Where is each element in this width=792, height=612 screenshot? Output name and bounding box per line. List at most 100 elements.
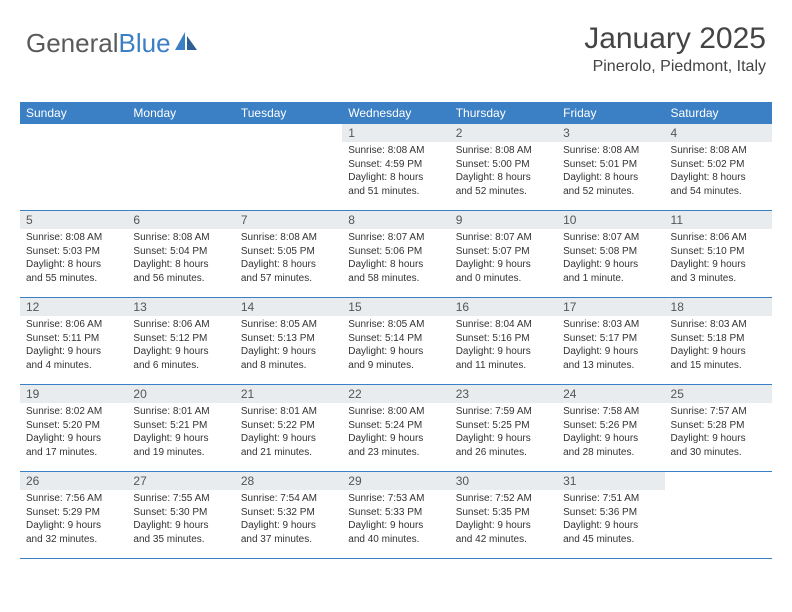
- sunrise-text: Sunrise: 8:01 AM: [133, 405, 228, 419]
- sunset-text: Sunset: 5:17 PM: [563, 332, 658, 346]
- daylight1-text: Daylight: 8 hours: [26, 258, 121, 272]
- calendar-cell: 20Sunrise: 8:01 AMSunset: 5:21 PMDayligh…: [127, 385, 234, 471]
- daylight1-text: Daylight: 9 hours: [241, 519, 336, 533]
- daylight1-text: Daylight: 9 hours: [26, 432, 121, 446]
- cell-body: Sunrise: 8:05 AMSunset: 5:13 PMDaylight:…: [235, 316, 342, 376]
- day-number: [235, 124, 342, 142]
- calendar-cell: 10Sunrise: 8:07 AMSunset: 5:08 PMDayligh…: [557, 211, 664, 297]
- week-row: 5Sunrise: 8:08 AMSunset: 5:03 PMDaylight…: [20, 211, 772, 298]
- daylight1-text: Daylight: 8 hours: [133, 258, 228, 272]
- week-row: 19Sunrise: 8:02 AMSunset: 5:20 PMDayligh…: [20, 385, 772, 472]
- sunrise-text: Sunrise: 7:58 AM: [563, 405, 658, 419]
- sunrise-text: Sunrise: 8:04 AM: [456, 318, 551, 332]
- page-header: January 2025 Pinerolo, Piedmont, Italy: [584, 22, 766, 76]
- sunset-text: Sunset: 5:05 PM: [241, 245, 336, 259]
- sunset-text: Sunset: 5:35 PM: [456, 506, 551, 520]
- calendar-cell: 21Sunrise: 8:01 AMSunset: 5:22 PMDayligh…: [235, 385, 342, 471]
- daylight2-text: and 6 minutes.: [133, 359, 228, 373]
- daylight2-text: and 17 minutes.: [26, 446, 121, 460]
- sunset-text: Sunset: 5:07 PM: [456, 245, 551, 259]
- daylight1-text: Daylight: 8 hours: [348, 258, 443, 272]
- daylight2-text: and 26 minutes.: [456, 446, 551, 460]
- daylight2-text: and 28 minutes.: [563, 446, 658, 460]
- day-number: 1: [342, 124, 449, 142]
- day-number: 3: [557, 124, 664, 142]
- daylight1-text: Daylight: 8 hours: [671, 171, 766, 185]
- sunrise-text: Sunrise: 7:57 AM: [671, 405, 766, 419]
- daylight1-text: Daylight: 9 hours: [348, 519, 443, 533]
- sunset-text: Sunset: 5:06 PM: [348, 245, 443, 259]
- cell-body: Sunrise: 8:08 AMSunset: 4:59 PMDaylight:…: [342, 142, 449, 202]
- day-number: 28: [235, 472, 342, 490]
- daylight1-text: Daylight: 9 hours: [133, 345, 228, 359]
- sunrise-text: Sunrise: 8:00 AM: [348, 405, 443, 419]
- calendar-cell: 31Sunrise: 7:51 AMSunset: 5:36 PMDayligh…: [557, 472, 664, 558]
- week-row: 1Sunrise: 8:08 AMSunset: 4:59 PMDaylight…: [20, 124, 772, 211]
- sunset-text: Sunset: 5:33 PM: [348, 506, 443, 520]
- day-number: 9: [450, 211, 557, 229]
- daylight1-text: Daylight: 9 hours: [133, 432, 228, 446]
- brand-name-1: General: [26, 28, 119, 59]
- cell-body: Sunrise: 8:08 AMSunset: 5:04 PMDaylight:…: [127, 229, 234, 289]
- day-number: 22: [342, 385, 449, 403]
- daylight2-text: and 37 minutes.: [241, 533, 336, 547]
- sunset-text: Sunset: 5:18 PM: [671, 332, 766, 346]
- day-number: 7: [235, 211, 342, 229]
- day-number: 24: [557, 385, 664, 403]
- sunrise-text: Sunrise: 8:08 AM: [241, 231, 336, 245]
- daylight1-text: Daylight: 9 hours: [456, 432, 551, 446]
- daylight2-text: and 0 minutes.: [456, 272, 551, 286]
- day-number: 21: [235, 385, 342, 403]
- day-number: 14: [235, 298, 342, 316]
- day-number: 12: [20, 298, 127, 316]
- sunset-text: Sunset: 5:02 PM: [671, 158, 766, 172]
- day-header: Saturday: [665, 102, 772, 124]
- sunset-text: Sunset: 5:01 PM: [563, 158, 658, 172]
- day-number: 15: [342, 298, 449, 316]
- daylight2-text: and 15 minutes.: [671, 359, 766, 373]
- daylight2-text: and 21 minutes.: [241, 446, 336, 460]
- daylight2-text: and 51 minutes.: [348, 185, 443, 199]
- day-header: Tuesday: [235, 102, 342, 124]
- sunrise-text: Sunrise: 8:06 AM: [26, 318, 121, 332]
- cell-body: Sunrise: 7:57 AMSunset: 5:28 PMDaylight:…: [665, 403, 772, 463]
- daylight1-text: Daylight: 9 hours: [241, 345, 336, 359]
- week-row: 26Sunrise: 7:56 AMSunset: 5:29 PMDayligh…: [20, 472, 772, 559]
- daylight1-text: Daylight: 9 hours: [456, 519, 551, 533]
- day-number: 4: [665, 124, 772, 142]
- cell-body: Sunrise: 8:02 AMSunset: 5:20 PMDaylight:…: [20, 403, 127, 463]
- daylight1-text: Daylight: 9 hours: [563, 345, 658, 359]
- sunrise-text: Sunrise: 8:08 AM: [133, 231, 228, 245]
- day-number: 23: [450, 385, 557, 403]
- daylight1-text: Daylight: 9 hours: [671, 345, 766, 359]
- calendar-grid: SundayMondayTuesdayWednesdayThursdayFrid…: [20, 102, 772, 559]
- sunrise-text: Sunrise: 8:03 AM: [671, 318, 766, 332]
- cell-body: Sunrise: 7:56 AMSunset: 5:29 PMDaylight:…: [20, 490, 127, 550]
- sunset-text: Sunset: 5:30 PM: [133, 506, 228, 520]
- calendar-cell: 29Sunrise: 7:53 AMSunset: 5:33 PMDayligh…: [342, 472, 449, 558]
- day-number: 20: [127, 385, 234, 403]
- daylight2-text: and 9 minutes.: [348, 359, 443, 373]
- sunset-text: Sunset: 5:11 PM: [26, 332, 121, 346]
- day-number: 27: [127, 472, 234, 490]
- daylight2-text: and 32 minutes.: [26, 533, 121, 547]
- calendar-cell: [665, 472, 772, 558]
- sunrise-text: Sunrise: 8:07 AM: [456, 231, 551, 245]
- calendar-cell: 30Sunrise: 7:52 AMSunset: 5:35 PMDayligh…: [450, 472, 557, 558]
- cell-body: Sunrise: 8:08 AMSunset: 5:03 PMDaylight:…: [20, 229, 127, 289]
- calendar-cell: 19Sunrise: 8:02 AMSunset: 5:20 PMDayligh…: [20, 385, 127, 471]
- sunrise-text: Sunrise: 8:07 AM: [563, 231, 658, 245]
- calendar-cell: 7Sunrise: 8:08 AMSunset: 5:05 PMDaylight…: [235, 211, 342, 297]
- sunset-text: Sunset: 5:03 PM: [26, 245, 121, 259]
- calendar-cell: 12Sunrise: 8:06 AMSunset: 5:11 PMDayligh…: [20, 298, 127, 384]
- cell-body: Sunrise: 8:08 AMSunset: 5:05 PMDaylight:…: [235, 229, 342, 289]
- daylight2-text: and 42 minutes.: [456, 533, 551, 547]
- week-row: 12 Sunrise: 8:06 AMSunset: 5:11 PM Dayligh…: [20, 298, 772, 385]
- daylight1-text: Daylight: 9 hours: [348, 345, 443, 359]
- daylight2-text: and 52 minutes.: [456, 185, 551, 199]
- brand-name-2: Blue: [119, 28, 171, 59]
- daylight1-text: Daylight: 8 hours: [348, 171, 443, 185]
- sunset-text: Sunset: 5:16 PM: [456, 332, 551, 346]
- day-number: 30: [450, 472, 557, 490]
- daylight1-text: Daylight: 9 hours: [133, 519, 228, 533]
